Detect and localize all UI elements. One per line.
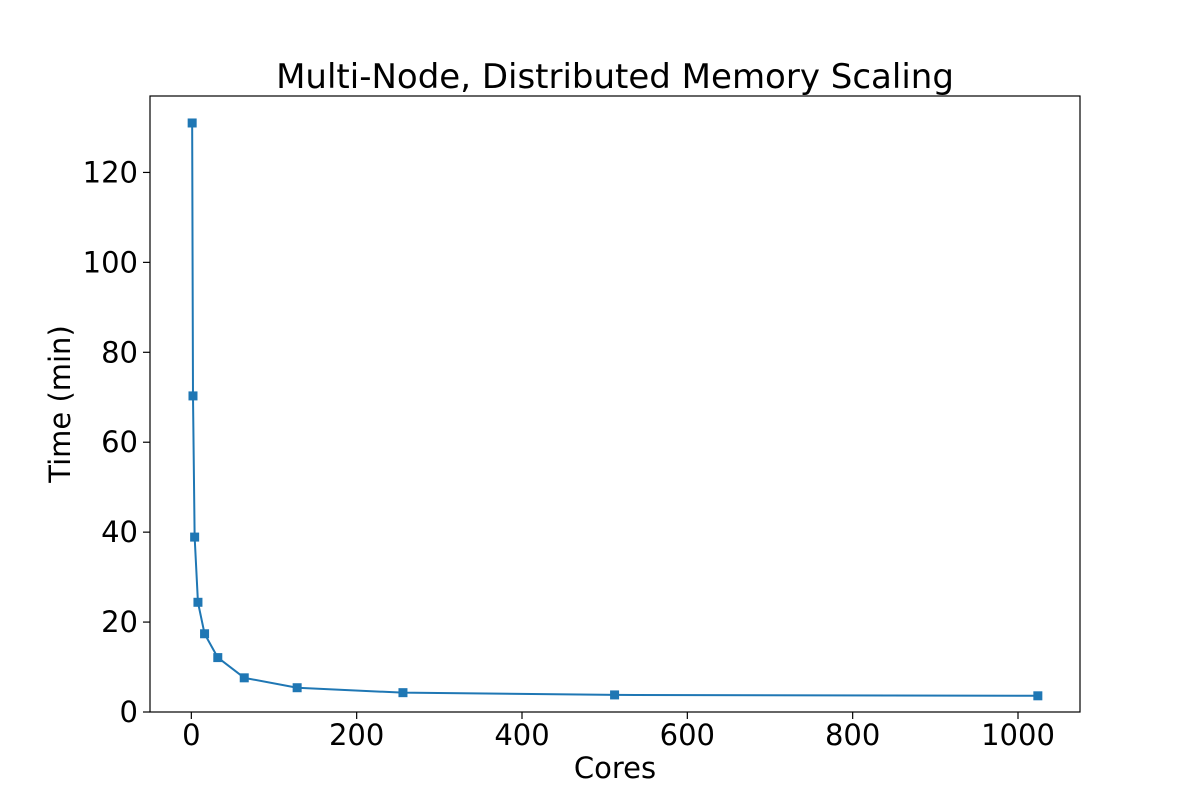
x-tick-label: 600 xyxy=(660,718,715,752)
y-tick-label: 60 xyxy=(101,425,138,459)
y-tick-label: 40 xyxy=(101,515,138,549)
y-tick-label: 100 xyxy=(83,245,138,279)
data-point-marker xyxy=(610,690,620,700)
data-point-marker xyxy=(188,391,198,401)
x-tick-label: 400 xyxy=(494,718,549,752)
y-tick-label: 120 xyxy=(83,155,138,189)
y-axis: 0 20 40 60 80 100 120 xyxy=(83,155,150,729)
plot-area-frame xyxy=(149,95,1081,713)
data-point-marker xyxy=(190,532,200,542)
x-tick-label: 200 xyxy=(329,718,384,752)
x-axis: 0 200 400 600 800 1000 xyxy=(182,712,1055,752)
data-point-marker xyxy=(292,683,302,693)
data-point-marker xyxy=(398,688,408,698)
x-tick-label: 800 xyxy=(825,718,880,752)
y-axis-label: Time (min) xyxy=(43,325,77,484)
data-point-marker xyxy=(239,673,249,683)
x-tick-label: 1000 xyxy=(981,718,1055,752)
chart-title: Multi-Node, Distributed Memory Scaling xyxy=(276,57,954,97)
data-point-marker xyxy=(193,597,203,607)
x-tick-label: 0 xyxy=(182,718,200,752)
data-point-marker xyxy=(213,653,223,663)
series-line xyxy=(191,122,1038,697)
y-tick-label: 0 xyxy=(120,695,138,729)
series-layer xyxy=(187,118,1043,701)
y-tick-label: 20 xyxy=(101,605,138,639)
data-point-marker xyxy=(1033,691,1043,701)
data-point-marker xyxy=(187,118,197,128)
y-tick-label: 80 xyxy=(101,335,138,369)
x-axis-label: Cores xyxy=(574,751,656,785)
data-point-marker xyxy=(200,629,210,639)
